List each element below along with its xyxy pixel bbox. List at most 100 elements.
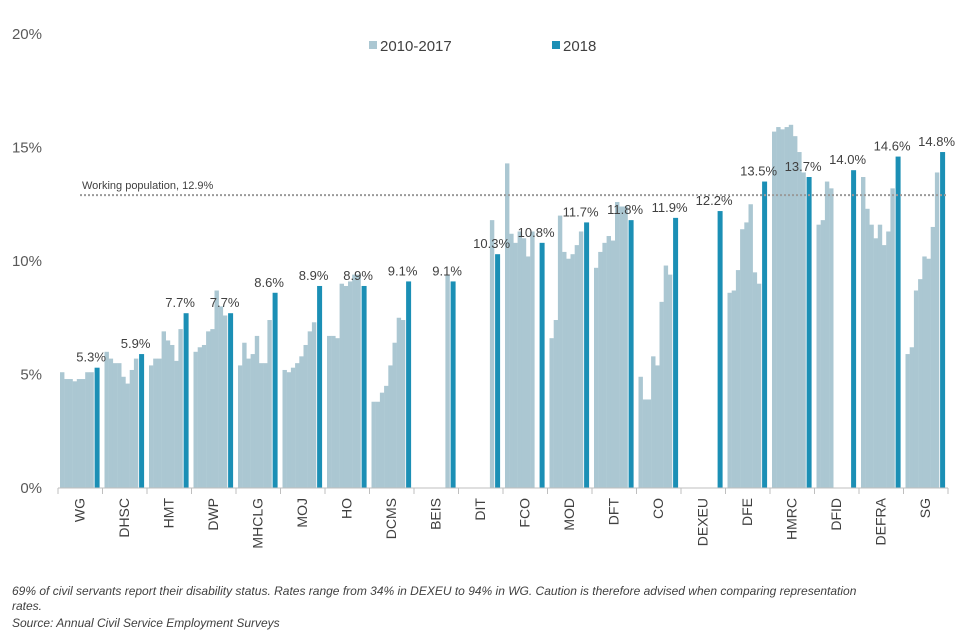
bar-dfid-2018	[851, 170, 857, 488]
bar-dwp-2010-2017-5	[210, 329, 215, 488]
bar-dfe-2010-2017-7	[752, 272, 758, 488]
data-label-dexeu: 12.2%	[696, 193, 733, 208]
bar-dcms-2010-2017-3	[379, 392, 385, 488]
legend-swatch-2018	[552, 41, 560, 49]
data-label-dhsc: 5.9%	[121, 336, 151, 351]
bar-defra-2018	[895, 156, 901, 488]
bar-co-2010-2017-6	[659, 301, 664, 488]
bar-fco-2010-2017-5	[521, 238, 527, 488]
x-tick-label-defra: DEFRA	[872, 497, 888, 545]
bar-dfe-2018	[762, 181, 768, 489]
bar-mhclg-2010-2017-5	[254, 335, 260, 488]
bar-dft-2010-2017-5	[610, 240, 616, 488]
data-label-wg: 5.3%	[76, 350, 106, 365]
bar-co-2010-2017-2	[642, 399, 648, 488]
data-label-defra: 14.6%	[874, 139, 911, 154]
data-labels: 5.3% 5.9% 7.7% 7.7% 8.6% 8.9% 8.9% 9.1% 9.1% 10.3…	[76, 134, 955, 365]
bar-wg-2010-2017-1	[60, 372, 65, 488]
bar-wg-2010-2017-7	[85, 372, 90, 488]
bar-mhclg-2010-2017-1	[238, 365, 243, 488]
bar-sg-2010-2017-7	[930, 226, 936, 488]
bar-sg-2010-2017-6	[926, 258, 931, 488]
bar-co-2010-2017-1	[638, 376, 643, 488]
data-label-hmrc: 13.7%	[785, 159, 822, 174]
data-label-dit: 10.3%	[473, 236, 510, 251]
data-label-fco: 10.8%	[518, 225, 555, 240]
bar-hmrc-2010-2017-8	[801, 172, 806, 488]
legend-label-2010-2017: 2010-2017	[380, 38, 452, 55]
bar-dft-2010-2017-2	[598, 251, 603, 488]
bar-moj-2018	[317, 285, 323, 488]
bar-wg-2010-2017-6	[81, 379, 86, 488]
bar-dwp-2010-2017-4	[206, 331, 211, 488]
bar-hmt-2010-2017-1	[149, 365, 154, 488]
bar-ho-2010-2017-4	[339, 283, 344, 488]
bar-moj-2010-2017-2	[286, 372, 292, 488]
bar-defra-2010-2017-4	[873, 238, 878, 488]
bar-dcms-2010-2017-6	[392, 342, 397, 488]
y-tick-label-5: 5%	[20, 367, 42, 384]
bar-sg-2018	[940, 152, 946, 489]
bar-dwp-2010-2017-6	[214, 290, 219, 488]
bar-moj-2010-2017-5	[299, 356, 304, 488]
bar-defra-2010-2017-2	[865, 208, 870, 489]
data-label-co: 11.9%	[652, 200, 688, 215]
data-label-dfid: 14.0%	[829, 152, 866, 167]
legend: 2010-2017 2018	[369, 38, 596, 55]
bar-defra-2010-2017-1	[861, 177, 866, 488]
bar-sg-2010-2017-2	[909, 347, 915, 488]
bar-moj-2010-2017-1	[282, 369, 287, 488]
bar-dfe-2010-2017-1	[727, 292, 732, 488]
bar-ho-2010-2017-2	[331, 335, 336, 488]
bar-mhclg-2010-2017-2	[242, 342, 247, 488]
bar-wg-2010-2017-2	[64, 379, 69, 488]
bar-dwp-2010-2017-8	[222, 315, 228, 488]
x-tick-label-dhsc: DHSC	[116, 498, 132, 538]
data-label-dfe: 13.5%	[740, 164, 777, 179]
bar-sg-2010-2017-1	[905, 354, 910, 488]
bar-defra-2010-2017-6	[882, 245, 887, 488]
y-tick-label-20: 20%	[12, 26, 42, 43]
x-tick-label-dft: DFT	[605, 498, 621, 526]
bar-dfe-2010-2017-6	[748, 204, 753, 488]
bar-mhclg-2010-2017-3	[246, 358, 251, 488]
x-tick-label-wg: WG	[71, 498, 87, 522]
bar-mod-2010-2017-5	[566, 258, 571, 488]
bar-dfid-2010-2017-3	[824, 181, 830, 489]
bar-hmt-2010-2017-2	[153, 358, 158, 488]
data-label-beis: 9.1%	[432, 263, 462, 278]
bar-mod-2018	[584, 222, 590, 488]
bar-co-2018	[673, 217, 679, 488]
bar-dft-2010-2017-3	[602, 242, 607, 488]
bar-dfid-2010-2017-2	[820, 220, 826, 488]
bars-2010-2017	[60, 124, 940, 489]
bar-defra-2010-2017-3	[869, 224, 874, 488]
bar-dhsc-2010-2017-2	[108, 358, 114, 488]
x-tick-label-sg: SG	[917, 498, 933, 518]
bar-mhclg-2010-2017-8	[267, 320, 272, 488]
x-tick-label-hmt: HMT	[160, 498, 176, 529]
bar-chart: 0%5%10%15%20% Working population, 12.9% …	[12, 26, 955, 549]
bar-mod-2010-2017-2	[553, 320, 559, 488]
x-tick-label-moj: MOJ	[294, 498, 310, 528]
bar-dfid-2010-2017-1	[816, 224, 821, 488]
bar-mod-2010-2017-6	[570, 254, 575, 488]
data-label-dcms: 9.1%	[388, 263, 418, 278]
x-tick-label-ho: HO	[338, 498, 354, 519]
bar-hmt-2018	[183, 313, 189, 488]
x-tick-label-dcms: DCMS	[383, 498, 399, 539]
bar-defra-2010-2017-8	[890, 188, 895, 489]
bar-ho-2010-2017-5	[343, 285, 349, 488]
bar-fco-2010-2017-4	[517, 231, 522, 489]
x-axis: WG DHSC HMT DWP MHCLG MOJ HO DCMS BEIS DIT FCO MOD D…	[57, 487, 949, 549]
bar-dhsc-2010-2017-8	[133, 358, 139, 488]
bar-dit-2018	[495, 254, 501, 488]
y-tick-label-10: 10%	[12, 253, 42, 270]
bar-hmt-2010-2017-8	[178, 329, 183, 488]
data-label-mod: 11.7%	[563, 204, 599, 219]
bar-fco-2018	[539, 242, 545, 488]
bar-dhsc-2010-2017-5	[121, 376, 126, 488]
bar-mod-2010-2017-1	[549, 338, 554, 488]
y-axis: 0% 5% 10% 15% 20%	[12, 26, 42, 497]
x-tick-label-dexeu: DEXEU	[694, 498, 710, 546]
